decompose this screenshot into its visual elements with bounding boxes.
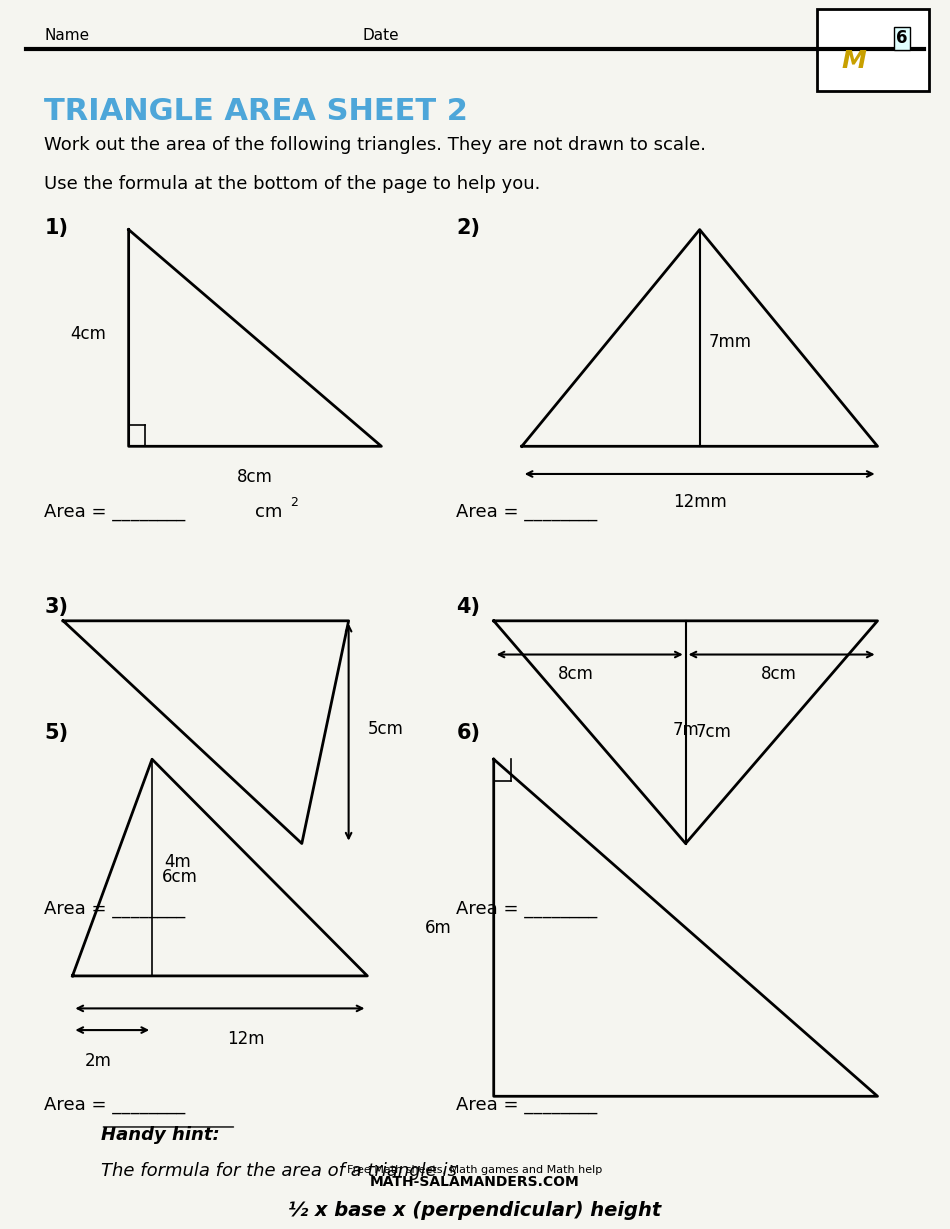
Text: ½ x base x (perpendicular) height: ½ x base x (perpendicular) height — [289, 1201, 661, 1220]
Text: 1): 1) — [45, 218, 68, 237]
Text: MATH-SALAMANDERS.COM: MATH-SALAMANDERS.COM — [370, 1175, 580, 1188]
FancyBboxPatch shape — [817, 10, 929, 91]
Text: Handy hint:: Handy hint: — [101, 1126, 219, 1144]
Text: 6cm: 6cm — [162, 868, 198, 886]
Text: 2m: 2m — [86, 1052, 112, 1069]
Text: 7m: 7m — [673, 720, 699, 739]
Text: Date: Date — [363, 28, 399, 43]
Text: Area = ________: Area = ________ — [45, 900, 185, 918]
Text: 7cm: 7cm — [696, 723, 732, 741]
Text: Name: Name — [45, 28, 89, 43]
Text: Work out the area of the following triangles. They are not drawn to scale.: Work out the area of the following trian… — [45, 135, 707, 154]
Text: 3): 3) — [45, 597, 68, 617]
Text: 2: 2 — [290, 495, 297, 509]
Text: 7mm: 7mm — [709, 333, 752, 350]
Text: M: M — [842, 49, 866, 73]
Text: 12mm: 12mm — [673, 493, 727, 511]
Text: Area = ________: Area = ________ — [456, 1096, 598, 1115]
Text: 5cm: 5cm — [368, 720, 403, 739]
Text: Use the formula at the bottom of the page to help you.: Use the formula at the bottom of the pag… — [45, 176, 541, 193]
Text: 6: 6 — [896, 29, 907, 47]
Text: TRIANGLE AREA SHEET 2: TRIANGLE AREA SHEET 2 — [45, 97, 468, 127]
Text: 5): 5) — [45, 723, 68, 744]
Text: Free Math sheets, Math games and Math help: Free Math sheets, Math games and Math he… — [348, 1165, 602, 1175]
Text: 6): 6) — [456, 723, 481, 744]
Text: 6m: 6m — [425, 919, 451, 936]
Text: 2): 2) — [456, 218, 481, 237]
Text: 4): 4) — [456, 597, 481, 617]
Text: cm: cm — [255, 503, 282, 521]
Text: Area = ________: Area = ________ — [456, 900, 598, 918]
Text: 4cm: 4cm — [70, 326, 106, 343]
Text: The formula for the area of a triangle is: The formula for the area of a triangle i… — [101, 1163, 456, 1181]
Text: 12m: 12m — [227, 1030, 264, 1048]
Text: Area = ________: Area = ________ — [45, 1096, 185, 1115]
Text: 8cm: 8cm — [238, 468, 273, 485]
Text: Area = ________: Area = ________ — [45, 503, 185, 521]
Text: 4m: 4m — [164, 853, 191, 870]
Text: 8cm: 8cm — [761, 665, 797, 683]
Text: Area = ________: Area = ________ — [456, 503, 598, 521]
Text: 8cm: 8cm — [559, 665, 594, 683]
